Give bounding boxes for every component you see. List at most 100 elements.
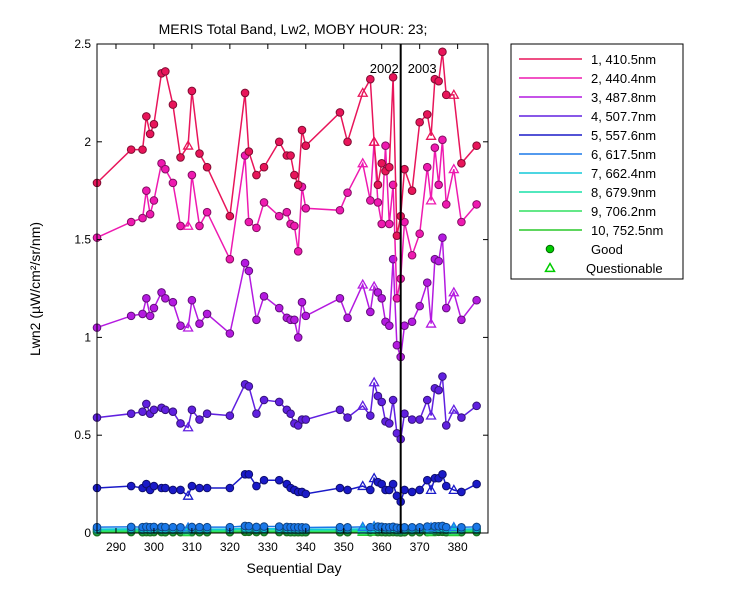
good-point: [293, 421, 303, 430]
questionable-point: [448, 521, 460, 532]
legend-label: 2, 440.4nm: [591, 71, 656, 86]
x-tick-label: 330: [258, 540, 278, 554]
good-point: [142, 186, 151, 195]
good-point: [225, 411, 235, 420]
good-point: [252, 170, 261, 180]
questionable-point: [425, 130, 437, 140]
good-point: [434, 385, 443, 395]
good-point: [252, 481, 261, 491]
good-point: [457, 159, 466, 168]
good-point: [441, 200, 451, 209]
good-point: [244, 470, 254, 479]
series-5-557-6nm: [92, 470, 481, 507]
good-point: [252, 223, 261, 233]
good-point: [282, 207, 292, 217]
good-point: [142, 399, 151, 409]
questionable-point: [425, 194, 437, 205]
good-point: [138, 213, 147, 223]
good-point: [457, 413, 466, 422]
good-point: [149, 196, 159, 205]
good-point: [407, 415, 417, 424]
good-point: [415, 229, 424, 239]
good-point: [430, 143, 440, 152]
good-point: [377, 397, 387, 407]
good-point: [415, 485, 424, 495]
good-point: [335, 522, 345, 532]
questionable-point: [448, 286, 460, 297]
good-point: [301, 311, 311, 321]
good-point: [168, 407, 178, 417]
legend-label: 7, 662.4nm: [591, 166, 656, 181]
good-point: [438, 47, 447, 57]
good-point: [187, 170, 197, 180]
x-tick-label: 360: [372, 540, 392, 554]
good-point: [301, 204, 311, 213]
good-point: [202, 522, 212, 532]
good-point: [422, 278, 432, 287]
good-point: [274, 303, 284, 313]
good-point: [195, 415, 204, 424]
good-point: [161, 164, 170, 174]
good-point: [415, 301, 424, 311]
questionable-point: [425, 409, 437, 420]
series-2-440-4nm: [92, 135, 481, 303]
good-point: [422, 162, 432, 172]
good-point: [438, 470, 447, 479]
good-point: [168, 485, 178, 495]
good-point: [176, 221, 185, 231]
good-point: [301, 489, 311, 499]
good-point: [457, 315, 466, 325]
good-point: [187, 481, 197, 491]
good-point: [373, 198, 383, 207]
good-point: [126, 311, 136, 321]
questionable-point: [357, 157, 369, 168]
good-point: [259, 395, 269, 405]
good-point: [157, 288, 166, 297]
good-point: [126, 217, 136, 227]
good-point: [366, 485, 375, 495]
good-point: [145, 129, 155, 139]
questionable-point: [425, 484, 437, 494]
good-point: [138, 145, 147, 154]
good-point: [240, 88, 250, 98]
good-point: [297, 125, 307, 135]
good-point: [286, 409, 295, 418]
questionable-point: [357, 521, 369, 531]
good-point: [441, 522, 451, 532]
good-point: [392, 293, 402, 303]
good-point: [244, 382, 254, 391]
good-point: [400, 485, 409, 495]
legend-label: 4, 507.7nm: [591, 109, 656, 124]
good-point: [472, 295, 481, 305]
legend-label: 10, 752.5nm: [591, 223, 663, 238]
good-point: [195, 483, 204, 493]
good-point: [126, 145, 136, 154]
good-point: [366, 74, 375, 84]
good-point: [168, 297, 178, 307]
good-point: [335, 205, 345, 215]
x-tick-label: 380: [448, 540, 468, 554]
good-point: [161, 405, 170, 415]
legend-label: 9, 706.2nm: [591, 204, 656, 219]
good-point: [252, 409, 261, 418]
questionable-point: [448, 523, 460, 534]
good-point: [126, 481, 136, 491]
legend-label: 8, 679.9nm: [591, 185, 656, 200]
chart-title: MERIS Total Band, Lw2, MOBY HOUR: 23;: [159, 21, 428, 37]
good-point: [472, 479, 481, 489]
good-point: [400, 409, 409, 418]
good-point: [335, 483, 345, 493]
good-point: [407, 317, 417, 327]
good-point: [145, 209, 155, 219]
good-point: [274, 137, 284, 147]
good-point: [407, 250, 417, 260]
good-point: [126, 522, 136, 532]
legend-questionable-label: Questionable: [586, 261, 663, 276]
good-point: [388, 72, 398, 82]
good-point: [388, 479, 398, 489]
good-point: [290, 170, 299, 180]
questionable-point: [357, 400, 369, 410]
y-tick-label: 2.5: [74, 37, 91, 51]
good-point: [187, 405, 197, 415]
good-point: [472, 401, 481, 411]
